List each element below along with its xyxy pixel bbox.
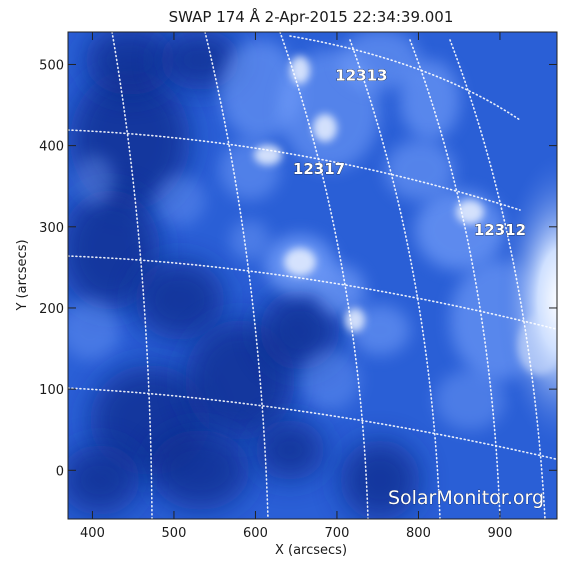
x-tick-label: 900 bbox=[488, 526, 513, 541]
x-axis: 400 500 600 700 800 900 bbox=[80, 32, 512, 541]
grid-line bbox=[449, 39, 546, 519]
dark-region-10 bbox=[85, 32, 175, 95]
y-tick-label: 0 bbox=[56, 464, 64, 479]
bright-loop-1 bbox=[284, 248, 316, 276]
dark-region-9 bbox=[255, 420, 325, 480]
x-tick-label: 800 bbox=[406, 526, 431, 541]
bright-loop-2 bbox=[313, 114, 337, 142]
plot-frame bbox=[67, 31, 558, 520]
bright-region-11 bbox=[155, 175, 205, 225]
dark-region-5 bbox=[260, 290, 340, 370]
bright-region-12 bbox=[68, 300, 120, 360]
x-axis-label: X (arcsecs) bbox=[275, 543, 347, 558]
x-tick-label: 400 bbox=[80, 526, 105, 541]
y-tick-label: 300 bbox=[39, 221, 64, 236]
bright-loop-5 bbox=[345, 308, 365, 332]
bright-loop-0 bbox=[254, 145, 282, 165]
grid-line bbox=[68, 387, 557, 461]
active-region-label: 12312 bbox=[474, 221, 526, 239]
y-tick-label: 200 bbox=[39, 302, 64, 317]
dark-region-11 bbox=[160, 32, 240, 90]
grid-line bbox=[289, 35, 521, 121]
active-region-label: 12313 bbox=[335, 67, 387, 85]
grid-line bbox=[409, 39, 501, 519]
bright-region-6 bbox=[315, 265, 365, 315]
grid-line bbox=[68, 129, 521, 211]
y-tick-label: 500 bbox=[39, 58, 64, 73]
y-tick-label: 100 bbox=[39, 383, 64, 398]
image-title: SWAP 174 Å 2-Apr-2015 22:34:39.001 bbox=[169, 7, 454, 26]
y-tick-label: 400 bbox=[39, 140, 64, 155]
heliographic-grid bbox=[68, 32, 557, 519]
dark-region-6 bbox=[150, 430, 250, 510]
solar-image bbox=[68, 32, 557, 519]
bright-region-13 bbox=[300, 350, 360, 410]
dark-region-2 bbox=[135, 260, 225, 340]
bright-region-0 bbox=[220, 40, 300, 140]
active-region-labels: 12313 12317 12312 bbox=[293, 66, 527, 239]
dark-region-7 bbox=[68, 445, 140, 515]
x-tick-label: 700 bbox=[325, 526, 350, 541]
dark-region-1 bbox=[68, 190, 160, 310]
grid-line bbox=[68, 255, 557, 331]
x-tick-label: 500 bbox=[162, 526, 187, 541]
grid-line bbox=[279, 32, 369, 519]
grid-line bbox=[204, 32, 269, 519]
y-axis-label: Y (arcsecs) bbox=[15, 239, 30, 311]
solarmonitor-watermark: SolarMonitor.org bbox=[388, 487, 544, 509]
y-axis: 0 100 200 300 400 500 bbox=[39, 58, 557, 479]
grid-line bbox=[349, 39, 441, 519]
bright-region-15 bbox=[75, 155, 115, 205]
bright-region-16 bbox=[230, 220, 270, 260]
active-region-label: 12317 bbox=[293, 160, 345, 178]
x-tick-label: 600 bbox=[243, 526, 268, 541]
grid-line bbox=[111, 32, 153, 519]
